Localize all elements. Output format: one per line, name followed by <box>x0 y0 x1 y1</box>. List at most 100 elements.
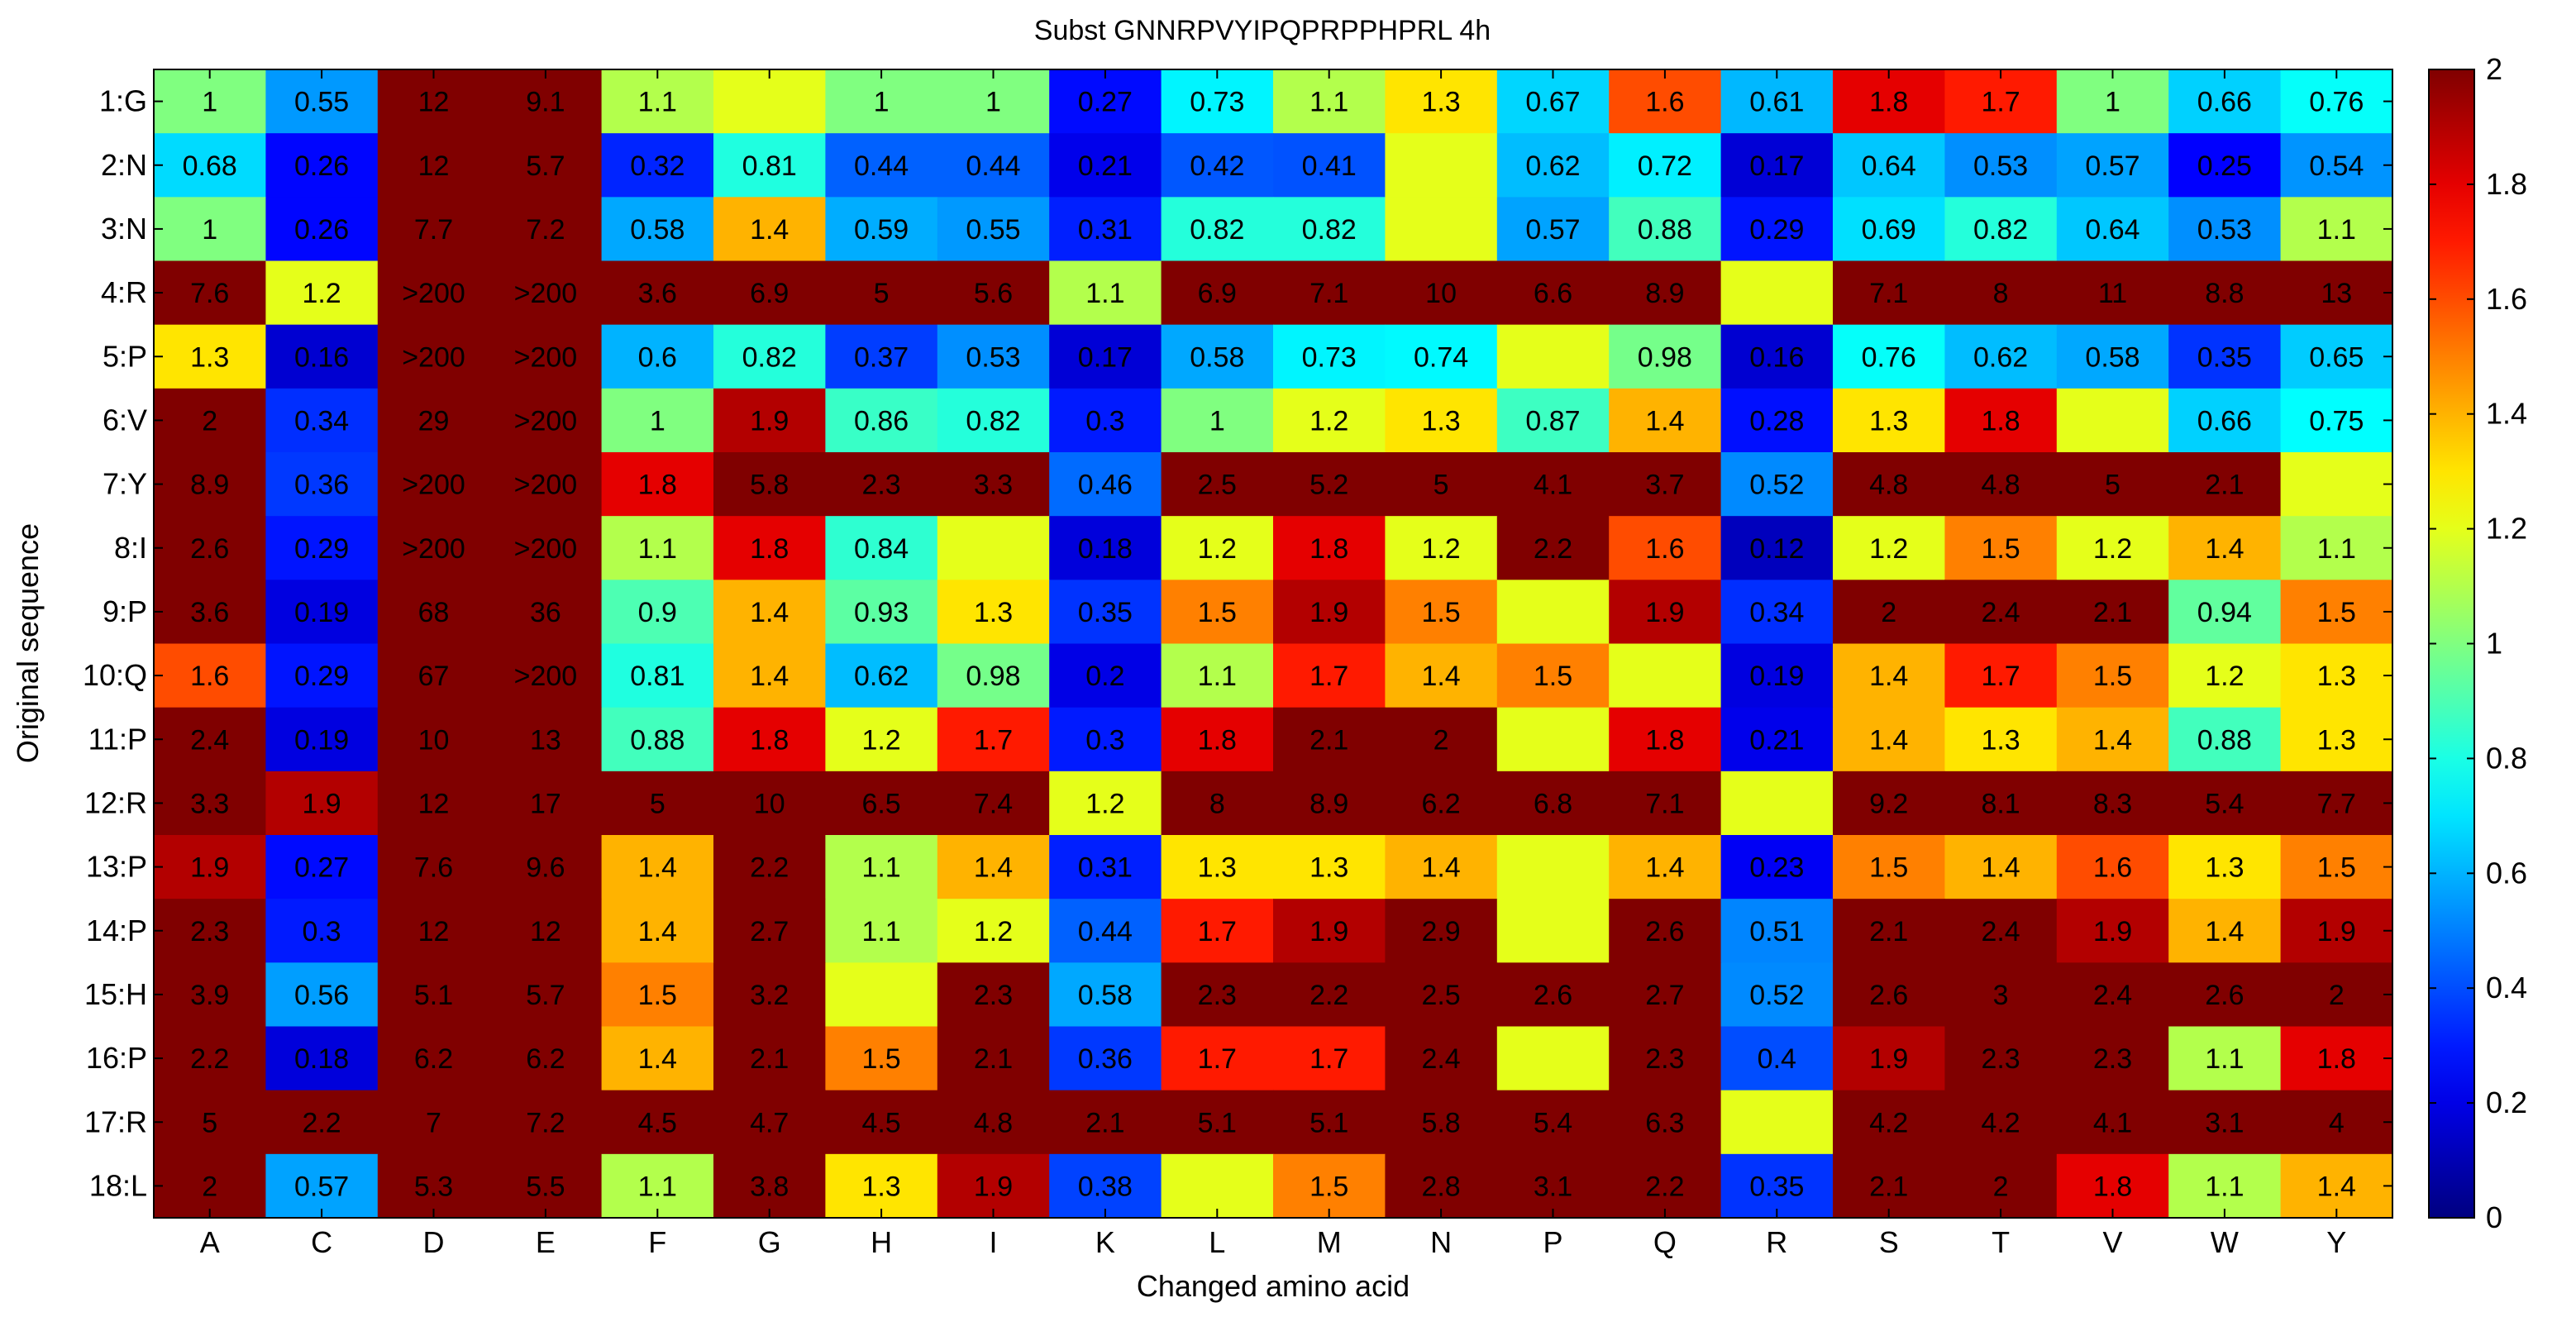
y-tick-label: 1:G <box>99 84 147 118</box>
heatmap-cell <box>2280 1026 2393 1091</box>
cell-value-label: 2.3 <box>974 980 1013 1011</box>
cell-value-label: 2.1 <box>750 1043 789 1075</box>
cell-value-label: 0.37 <box>854 341 909 373</box>
heatmap-cell <box>1049 962 1162 1028</box>
cell-value-label: 1.4 <box>1421 852 1460 884</box>
heatmap-cell <box>377 1090 490 1155</box>
cell-value-label: 1 <box>2105 87 2120 118</box>
heatmap-cell <box>1273 1090 1386 1155</box>
x-tick-label: R <box>1766 1225 1787 1259</box>
heatmap-cell <box>1720 388 1834 453</box>
heatmap-cell <box>489 643 603 709</box>
heatmap-cell <box>154 388 266 453</box>
heatmap-cell <box>1720 452 1834 517</box>
cell-value-label: 0.38 <box>1078 1171 1133 1202</box>
cell-value-label: 0.26 <box>294 150 349 182</box>
x-tick-label: P <box>1543 1225 1562 1259</box>
cell-value-label: 0.72 <box>1638 150 1692 182</box>
heatmap-cell <box>1049 133 1162 198</box>
cell-value-label: 8.9 <box>1645 278 1684 309</box>
x-axis-title: Changed amino acid <box>1137 1269 1410 1303</box>
cell-value-label: 0.88 <box>1638 214 1692 246</box>
cell-value-label: 1 <box>202 214 217 246</box>
heatmap-cell <box>601 1153 714 1219</box>
cell-value-label: 0.21 <box>1078 150 1133 182</box>
heatmap-cell <box>825 1090 938 1155</box>
cell-value-label: 2.2 <box>750 852 789 884</box>
heatmap-cell <box>2168 707 2282 772</box>
heatmap-cell <box>489 899 603 963</box>
heatmap-cell <box>2280 707 2393 772</box>
heatmap-cell <box>154 452 266 517</box>
x-tick-label: N <box>1430 1225 1452 1259</box>
cell-value-label: 6.9 <box>750 278 789 309</box>
heatmap-cell <box>1496 69 1610 134</box>
cell-value-label: 5 <box>650 788 665 819</box>
heatmap-cell <box>1273 516 1386 580</box>
cell-value-label: 9.1 <box>526 87 565 118</box>
heatmap-cell <box>1385 899 1498 963</box>
heatmap-cell <box>2168 133 2282 198</box>
cell-value-label: 1.4 <box>2093 724 2132 756</box>
heatmap-cell <box>2280 452 2393 517</box>
heatmap-cell <box>1944 388 2058 453</box>
cell-value-label: 1.7 <box>1198 916 1237 947</box>
cell-value-label: 3.6 <box>190 597 229 628</box>
cell-value-label: 1.2 <box>1198 533 1237 565</box>
heatmap-cell <box>377 580 490 645</box>
heatmap-cell <box>937 1090 1050 1155</box>
cell-value-label: 7.6 <box>414 852 453 884</box>
cell-value-label: 1.3 <box>1869 405 1908 437</box>
heatmap-cell <box>1496 771 1610 836</box>
cell-value-label: 1.6 <box>1645 87 1684 118</box>
cell-value-label: 4.2 <box>1869 1107 1908 1138</box>
heatmap-cell <box>937 324 1050 389</box>
cell-value-label: 2.2 <box>190 1043 229 1075</box>
x-tick-label: G <box>758 1225 781 1259</box>
heatmap-cell <box>2280 899 2393 963</box>
heatmap-cell <box>154 324 266 389</box>
heatmap-cell <box>154 899 266 963</box>
heatmap-cell <box>1496 388 1610 453</box>
cell-value-label: 4.8 <box>974 1107 1013 1138</box>
cell-value-label: 1.3 <box>2317 724 2356 756</box>
cell-value-label: 1.4 <box>750 214 789 246</box>
cell-value-label: 3.1 <box>1534 1171 1572 1202</box>
heatmap-cell <box>1944 899 2058 963</box>
cell-value-label: 2.6 <box>1869 980 1908 1011</box>
heatmap-cell <box>489 1026 603 1091</box>
heatmap-cell <box>937 133 1050 198</box>
cell-value-label: 6.3 <box>1645 1107 1684 1138</box>
heatmap-cell <box>377 1153 490 1219</box>
heatmap-cell <box>265 133 379 198</box>
heatmap-cell <box>601 771 714 836</box>
heatmap-cell <box>1385 324 1498 389</box>
cell-value-label: 1.7 <box>1981 87 2020 118</box>
cell-value-label: 1.5 <box>1981 533 2020 565</box>
heatmap-cell <box>1609 643 1722 709</box>
cell-value-label: 1.5 <box>861 1043 900 1075</box>
cell-value-label: 0.66 <box>2197 87 2252 118</box>
heatmap-cell <box>1833 835 1945 899</box>
heatmap-cell <box>265 1090 379 1155</box>
heatmap-cell <box>601 1090 714 1155</box>
heatmap-cell <box>154 197 266 262</box>
heatmap-cell <box>154 260 266 326</box>
cell-value-label: 0.44 <box>966 150 1020 182</box>
heatmap-cell <box>937 69 1050 134</box>
x-tick-label: C <box>311 1225 332 1259</box>
cell-value-label: 0.18 <box>1078 533 1133 565</box>
heatmap-cell <box>265 899 379 963</box>
x-tick-label: I <box>989 1225 997 1259</box>
cell-value-label: 29 <box>418 405 450 437</box>
cell-value-label: 0.53 <box>1973 150 2028 182</box>
cell-value-label: 1 <box>650 405 665 437</box>
cell-value-label: 1.4 <box>2317 1171 2356 1202</box>
heatmap-cell <box>2168 1090 2282 1155</box>
cell-value-label: 4.2 <box>1981 1107 2020 1138</box>
heatmap-cell <box>937 452 1050 517</box>
heatmap-cell <box>1833 1153 1945 1219</box>
cell-value-label: 0.35 <box>1078 597 1133 628</box>
cell-value-label: 0.81 <box>742 150 797 182</box>
colorbar-tick-label: 0.2 <box>2486 1086 2527 1119</box>
